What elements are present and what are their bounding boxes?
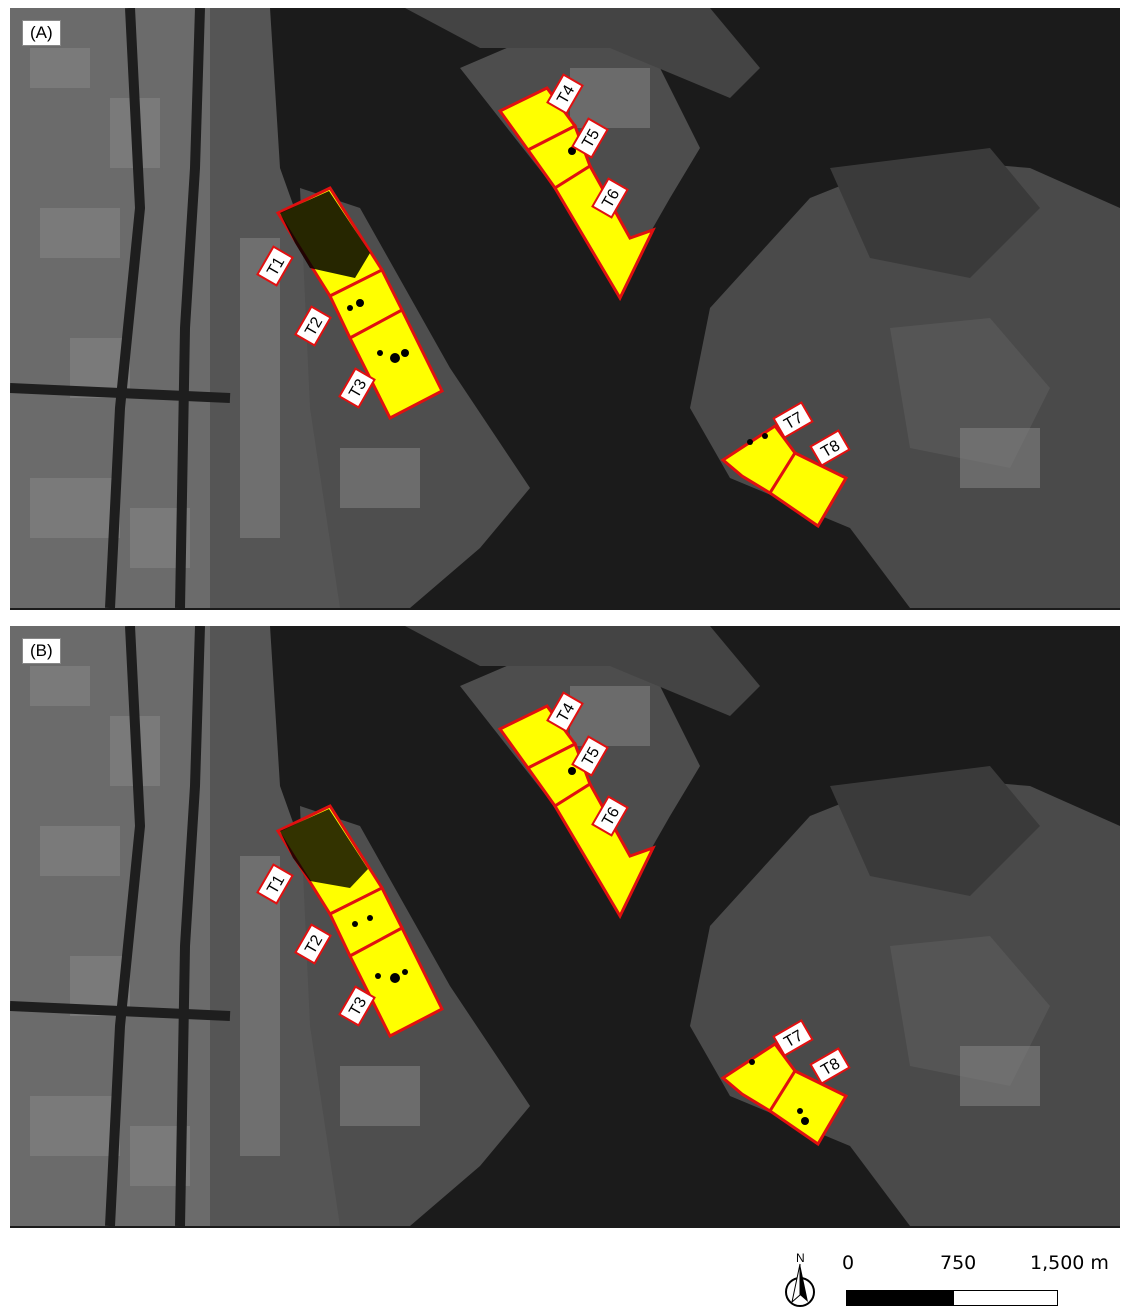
scale-bar [846,1290,1058,1306]
map-panel-b: T1 T2 T3 T4 T5 T6 T7 T8 (B) [10,626,1120,1228]
scale-tick-0: 0 [842,1252,855,1274]
scale-legend: N 0 750 1,500 m [780,1240,1122,1315]
north-arrow-icon: N [785,1251,815,1307]
scale-tick-1500: 1,500 m [1030,1252,1109,1274]
north-letter: N [796,1251,805,1265]
scale-bar-black-segment [847,1291,954,1305]
map-panel-a: T1 T2 T3 T4 T5 T6 T7 T8 (A) [10,8,1120,610]
panel-label: (A) [22,20,61,46]
panel-label: (B) [22,638,61,664]
satellite-map-b: T1 T2 T3 T4 T5 T6 T7 T8 [10,626,1120,1227]
satellite-map-a: T1 T2 T3 T4 T5 T6 T7 T8 [10,8,1120,609]
scale-tick-750: 750 [940,1252,977,1274]
terminal-labels-a: T1 T2 T3 T4 T5 T6 T7 T8 [256,73,851,467]
